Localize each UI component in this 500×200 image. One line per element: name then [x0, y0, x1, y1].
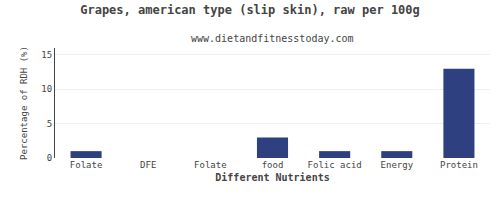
svg-text:Different Nutrients: Different Nutrients — [215, 172, 329, 183]
svg-text:10: 10 — [41, 84, 52, 94]
svg-text:Grapes, american type (slip sk: Grapes, american type (slip skin), raw p… — [80, 3, 420, 17]
svg-text:Energy: Energy — [381, 160, 414, 170]
svg-text:Protein: Protein — [440, 160, 478, 170]
svg-text:5: 5 — [47, 119, 52, 129]
svg-text:Folate: Folate — [194, 160, 227, 170]
svg-text:DFE: DFE — [140, 160, 156, 170]
svg-text:Percentage of RDH (%): Percentage of RDH (%) — [19, 46, 29, 160]
svg-text:Folic acid: Folic acid — [308, 160, 362, 170]
svg-text:Folate: Folate — [70, 160, 103, 170]
svg-text:0: 0 — [47, 153, 52, 163]
svg-text:15: 15 — [41, 50, 52, 60]
svg-text:www.dietandfitnesstoday.com: www.dietandfitnesstoday.com — [191, 33, 354, 44]
svg-text:food: food — [262, 160, 284, 170]
